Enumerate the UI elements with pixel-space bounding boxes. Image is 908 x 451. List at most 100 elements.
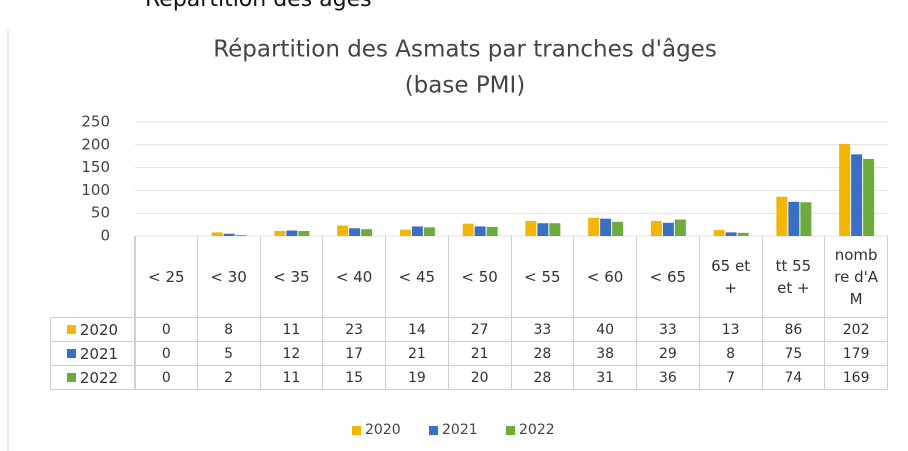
table-value: 0 bbox=[135, 366, 198, 390]
table-value: 28 bbox=[511, 342, 575, 366]
table-value: 7 bbox=[699, 366, 763, 390]
table-value: 29 bbox=[637, 342, 700, 366]
table-value: 28 bbox=[511, 366, 575, 390]
bar bbox=[713, 230, 725, 236]
series-row-label: 2022 bbox=[50, 366, 135, 390]
table-value: 33 bbox=[637, 318, 700, 342]
bar bbox=[274, 230, 286, 236]
bar bbox=[423, 227, 435, 236]
bar bbox=[800, 202, 812, 236]
y-tick-label: 50 bbox=[91, 204, 110, 222]
table-corner bbox=[50, 236, 135, 318]
bar bbox=[839, 143, 851, 236]
legend-swatch bbox=[429, 425, 438, 435]
table-value: 8 bbox=[197, 318, 261, 342]
legend-swatch bbox=[66, 349, 76, 358]
page-header: Répartition des âges bbox=[145, 0, 372, 12]
bar bbox=[349, 228, 361, 236]
legend-label: 2020 bbox=[365, 422, 401, 438]
table-value: 19 bbox=[386, 366, 449, 390]
bar bbox=[411, 226, 423, 236]
category-header: tt 55 et + bbox=[762, 236, 826, 318]
category-header: < 40 bbox=[323, 236, 386, 318]
bar bbox=[337, 225, 349, 236]
series-row-label: 2020 bbox=[50, 318, 135, 342]
bar bbox=[662, 222, 674, 236]
bar bbox=[549, 223, 561, 236]
bar bbox=[474, 226, 486, 236]
legend-label: 2022 bbox=[519, 422, 555, 438]
legend-item: 2022 bbox=[506, 422, 555, 438]
bar bbox=[286, 230, 298, 236]
bar bbox=[725, 232, 737, 236]
bar bbox=[537, 223, 549, 236]
bar bbox=[863, 158, 875, 236]
table-value: 36 bbox=[637, 366, 700, 390]
chart-title: Répartition des Asmats par tranches d'âg… bbox=[213, 37, 717, 63]
table-value: 13 bbox=[699, 318, 763, 342]
bar bbox=[486, 226, 498, 236]
bar bbox=[211, 232, 223, 236]
table-value: 179 bbox=[825, 342, 888, 366]
series-name: 2020 bbox=[79, 320, 119, 339]
table-value: 40 bbox=[574, 318, 637, 342]
table-value: 86 bbox=[762, 318, 826, 342]
table-value: 8 bbox=[699, 342, 763, 366]
category-header: < 30 bbox=[197, 236, 261, 318]
table-value: 74 bbox=[762, 366, 826, 390]
legend-swatch bbox=[66, 325, 76, 334]
bar bbox=[525, 220, 537, 236]
bar bbox=[612, 221, 624, 236]
table-value: 11 bbox=[260, 318, 324, 342]
legend-label: 2021 bbox=[442, 422, 478, 438]
table-value: 15 bbox=[323, 366, 386, 390]
legend-item: 2021 bbox=[429, 422, 478, 438]
table-value: 21 bbox=[448, 342, 512, 366]
legend-swatch bbox=[352, 425, 361, 435]
table-value: 20 bbox=[448, 366, 512, 390]
series-name: 2022 bbox=[79, 368, 119, 387]
bar bbox=[462, 223, 474, 236]
table-value: 5 bbox=[197, 342, 261, 366]
bar bbox=[650, 220, 662, 236]
bar bbox=[588, 217, 600, 236]
category-header: nombre d'AM bbox=[825, 236, 888, 318]
table-value: 38 bbox=[574, 342, 637, 366]
table-value: 202 bbox=[825, 318, 888, 342]
bar bbox=[788, 201, 800, 236]
table-value: 12 bbox=[260, 342, 324, 366]
table-value: 11 bbox=[260, 366, 324, 390]
bar bbox=[298, 230, 310, 236]
legend-item: 2020 bbox=[352, 422, 401, 438]
chart-subtitle: (base PMI) bbox=[405, 73, 526, 99]
table-value: 75 bbox=[762, 342, 826, 366]
category-header: 65 et + bbox=[699, 236, 763, 318]
table-value: 21 bbox=[386, 342, 449, 366]
category-header: < 25 bbox=[135, 236, 198, 318]
series-name: 2021 bbox=[79, 344, 119, 363]
table-value: 14 bbox=[386, 318, 449, 342]
category-header: < 55 bbox=[511, 236, 575, 318]
category-header: < 45 bbox=[386, 236, 449, 318]
legend-swatch bbox=[66, 373, 76, 382]
table-value: 169 bbox=[825, 366, 888, 390]
category-header: < 50 bbox=[448, 236, 512, 318]
category-header: < 60 bbox=[574, 236, 637, 318]
bar bbox=[600, 218, 612, 236]
table-value: 2 bbox=[197, 366, 261, 390]
bar bbox=[776, 196, 788, 236]
y-tick-label: 100 bbox=[81, 181, 110, 199]
table-value: 31 bbox=[574, 366, 637, 390]
bar bbox=[223, 233, 235, 236]
bar bbox=[674, 219, 686, 236]
table-value: 33 bbox=[511, 318, 575, 342]
table-value: 0 bbox=[135, 318, 198, 342]
y-tick-label: 0 bbox=[100, 227, 110, 245]
table-value: 17 bbox=[323, 342, 386, 366]
category-header: < 65 bbox=[637, 236, 700, 318]
bar bbox=[235, 235, 247, 236]
bar bbox=[851, 154, 863, 236]
y-tick-label: 200 bbox=[81, 135, 110, 153]
